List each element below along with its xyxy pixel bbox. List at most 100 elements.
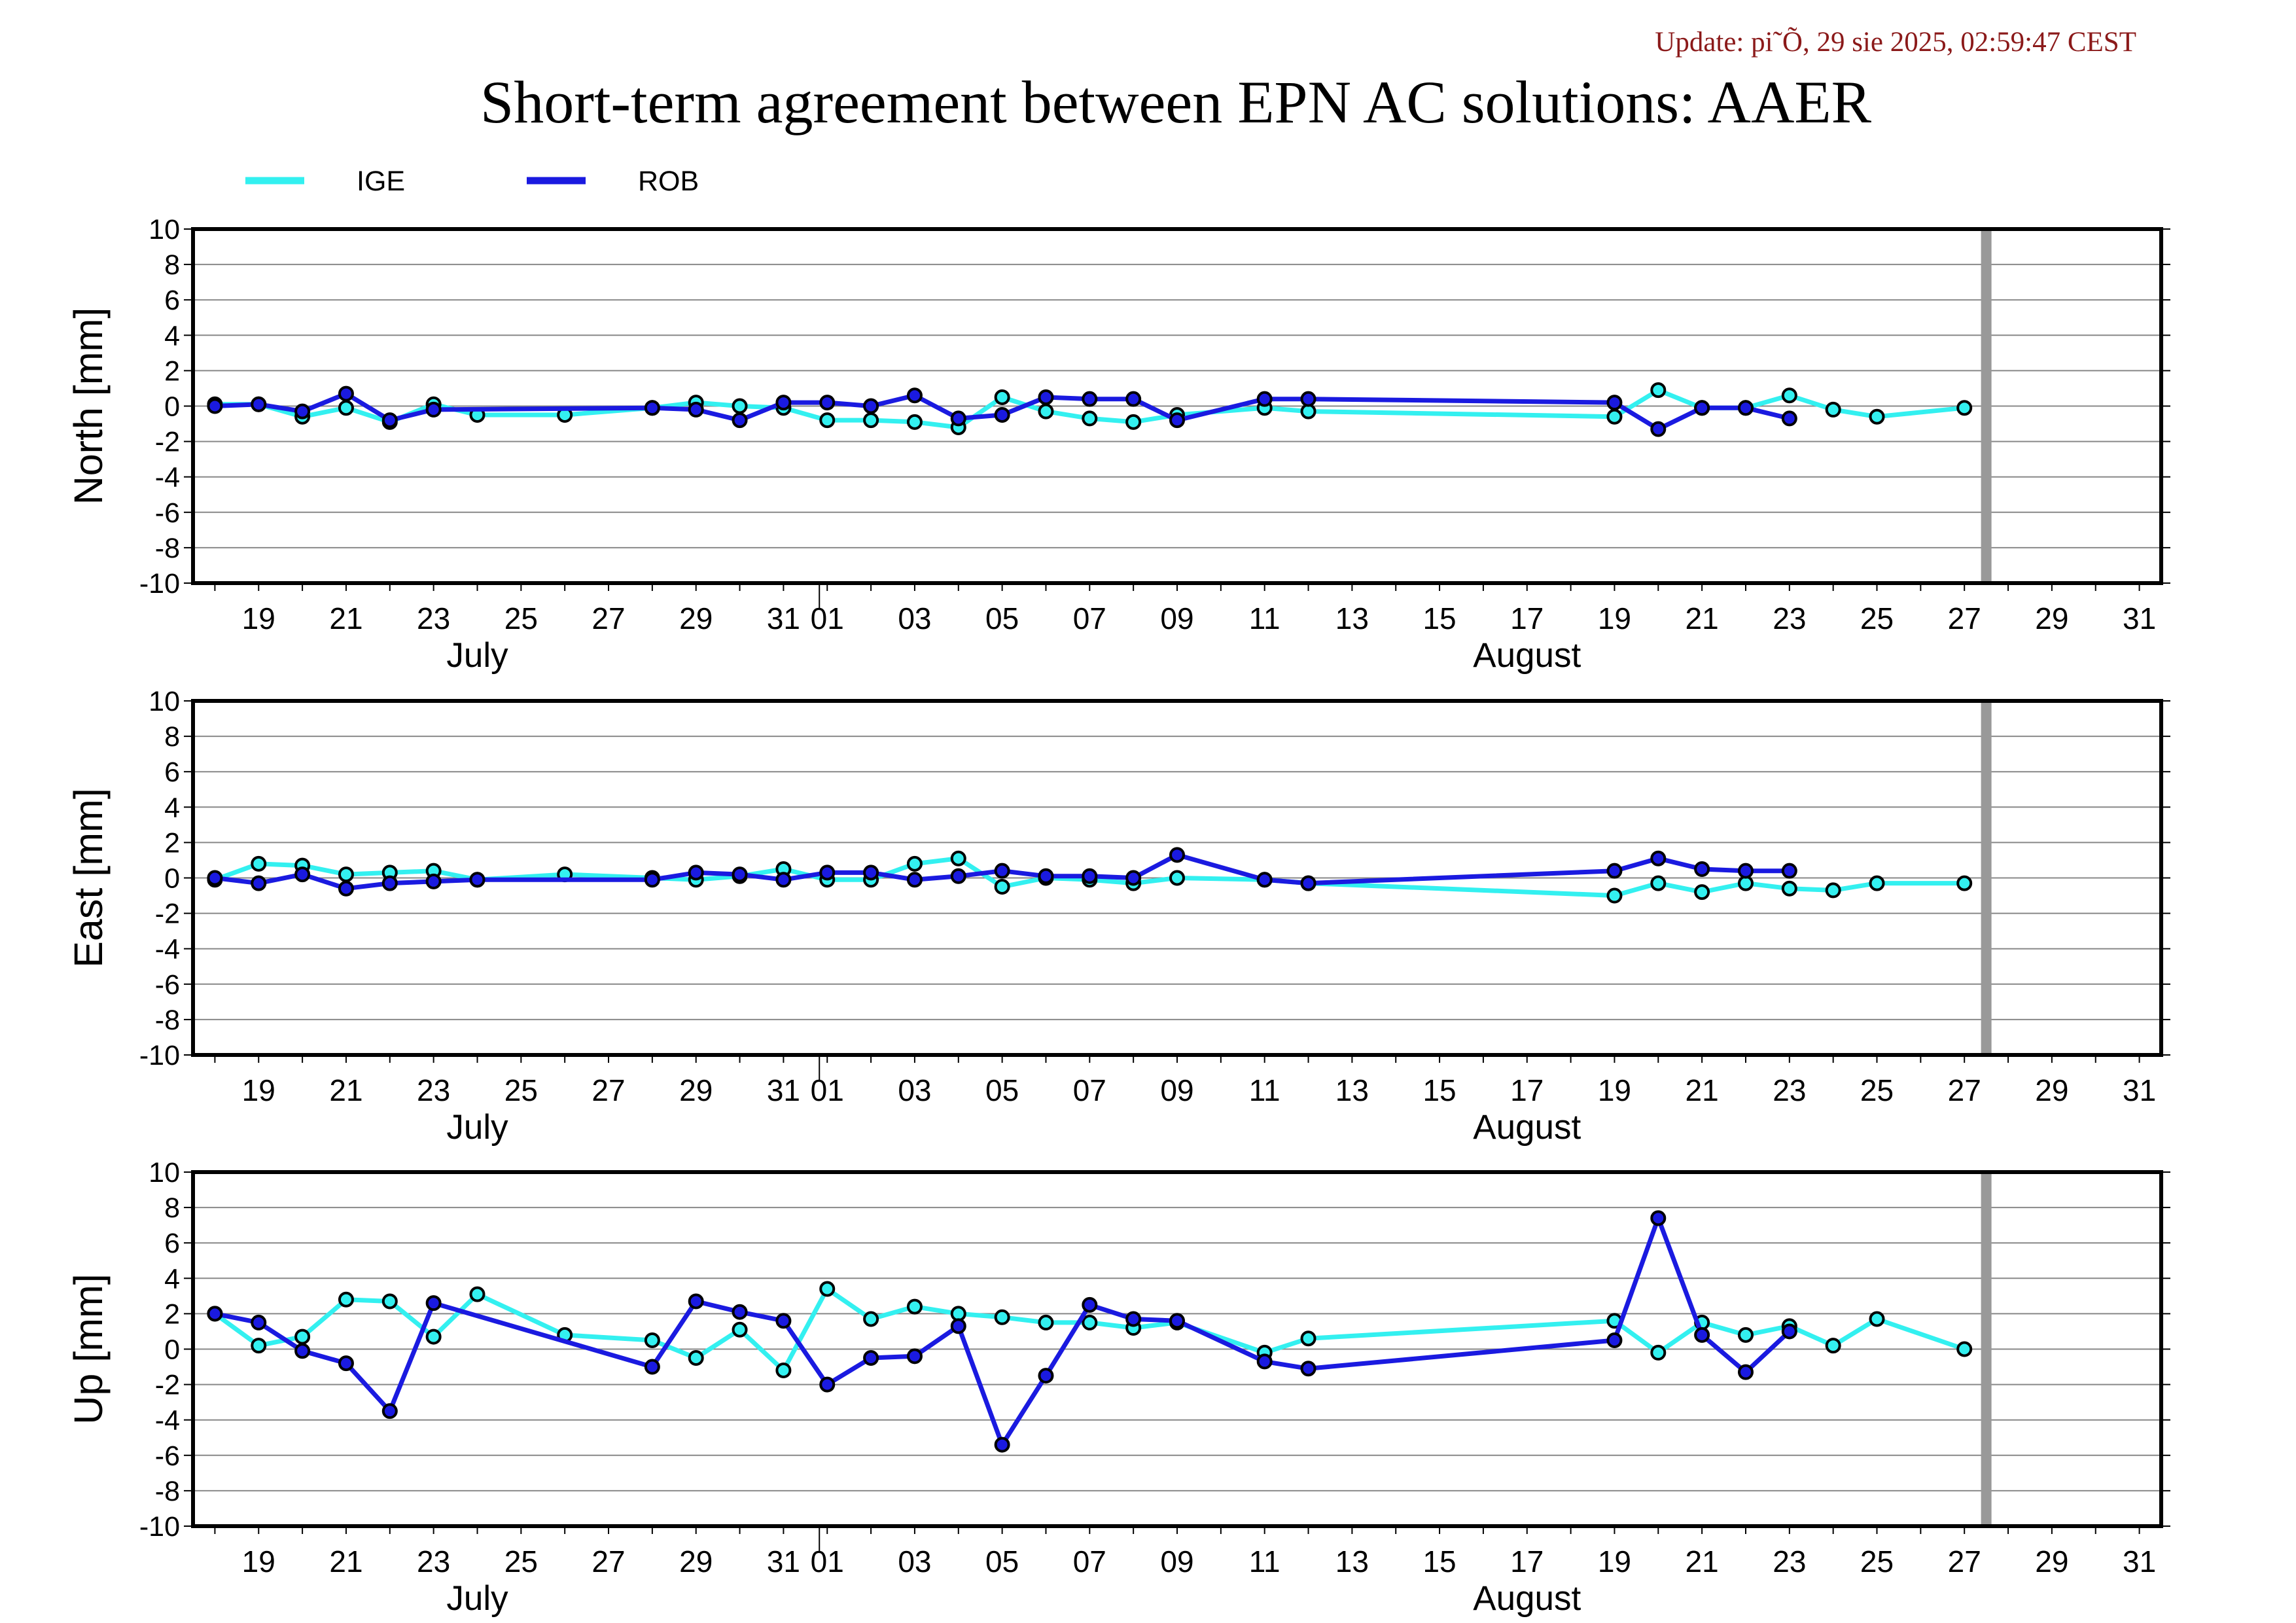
x-tick-label: 15 [1422, 1544, 1456, 1578]
plot-frame [191, 699, 2163, 1057]
data-point-rob [819, 395, 836, 411]
y-tick-label: -10 [139, 1511, 180, 1543]
y-tick-label: 2 [164, 1298, 180, 1330]
x-tick-label: 31 [2123, 1544, 2156, 1578]
legend-label-ige: IGE [357, 166, 405, 197]
month-label-july: July [446, 636, 508, 675]
x-tick-label: 27 [1948, 601, 1981, 635]
data-point-ige [1650, 1344, 1667, 1361]
data-point-ige [1082, 1314, 1098, 1330]
x-tick-label: 19 [242, 601, 275, 635]
data-point-rob [1300, 1361, 1316, 1377]
data-point-rob [425, 1295, 442, 1311]
x-tick-label: 15 [1422, 601, 1456, 635]
data-point-ige [1869, 875, 1885, 891]
x-tick-label: 25 [504, 1544, 538, 1578]
x-tick-label: 29 [2035, 601, 2068, 635]
data-point-ige [1650, 875, 1667, 891]
data-point-ige [1606, 408, 1623, 425]
data-point-ige [1869, 1311, 1885, 1327]
data-point-rob [338, 1355, 354, 1372]
x-tick-label: 25 [1860, 601, 1894, 635]
x-tick-label: 27 [1948, 1073, 1981, 1107]
data-point-rob [1694, 861, 1710, 877]
data-point-rob [1781, 410, 1797, 427]
x-tick-label: 25 [1860, 1073, 1894, 1107]
series-line-rob [214, 1215, 1792, 1448]
month-label-august: August [1473, 1579, 1581, 1618]
data-point-ige [1737, 1327, 1754, 1343]
data-point-ige [906, 1298, 923, 1315]
data-point-rob [1606, 395, 1623, 411]
x-tick-label: 27 [1948, 1544, 1981, 1578]
month-label-august: August [1473, 1108, 1581, 1147]
y-tick-label: -8 [155, 533, 180, 564]
x-tick-label: 29 [2035, 1544, 2068, 1578]
x-tick-label: 23 [1773, 1073, 1806, 1107]
data-point-rob [819, 1376, 836, 1393]
data-point-ige [1781, 387, 1797, 404]
data-point-rob [1082, 391, 1098, 407]
x-tick-label: 21 [329, 1544, 362, 1578]
data-point-rob [644, 1359, 660, 1375]
x-tick-label: 23 [417, 1544, 450, 1578]
data-point-rob [207, 398, 223, 414]
x-tick-label: 31 [767, 1073, 800, 1107]
y-tick-label: -2 [155, 1370, 180, 1401]
x-tick-label: 21 [329, 1073, 362, 1107]
data-point-ige [338, 866, 354, 883]
data-point-rob [251, 396, 267, 412]
data-point-rob [1038, 1368, 1054, 1384]
data-point-rob [338, 880, 354, 897]
x-tick-label: 29 [2035, 1073, 2068, 1107]
data-point-rob [207, 1306, 223, 1322]
data-point-ige [1825, 1338, 1841, 1354]
y-tick-label: -10 [139, 1040, 180, 1071]
data-point-rob [906, 1348, 923, 1364]
data-point-rob [469, 872, 486, 888]
x-tick-label: 31 [2123, 1073, 2156, 1107]
x-tick-label: 17 [1510, 1073, 1544, 1107]
y-tick-label: 6 [164, 285, 180, 316]
x-tick-label: 13 [1335, 601, 1369, 635]
chart-title: Short-term agreement between EPN AC solu… [480, 69, 1872, 135]
y-tick-label: -2 [155, 899, 180, 930]
x-tick-label: 23 [1773, 1544, 1806, 1578]
month-label-august: August [1473, 636, 1581, 675]
x-tick-label: 31 [767, 601, 800, 635]
plot-frame [191, 1170, 2163, 1528]
y-tick-label: -4 [155, 934, 180, 965]
data-point-rob [381, 412, 398, 429]
x-tick-label: 19 [1598, 1544, 1631, 1578]
data-point-rob [1038, 389, 1054, 405]
x-tick-label: 11 [1249, 1544, 1280, 1578]
x-tick-label: 05 [985, 1073, 1019, 1107]
data-point-rob [381, 1403, 398, 1419]
month-label-july: July [446, 1579, 508, 1618]
data-point-ige [338, 1291, 354, 1308]
x-tick-label: 23 [417, 601, 450, 635]
data-point-ige [775, 1362, 792, 1378]
data-point-ige [1125, 414, 1142, 430]
x-tick-label: 09 [1160, 1544, 1193, 1578]
x-tick-label: 09 [1160, 601, 1193, 635]
y-tick-label: -10 [139, 568, 180, 599]
data-point-rob [863, 865, 879, 881]
data-point-ige [906, 855, 923, 872]
x-tick-label: 19 [242, 1544, 275, 1578]
data-point-rob [1256, 1353, 1273, 1370]
data-point-rob [1169, 847, 1185, 863]
x-tick-label: 23 [1773, 601, 1806, 635]
y-tick-label: -2 [155, 427, 180, 458]
y-tick-label: 0 [164, 863, 180, 895]
data-point-rob [819, 865, 836, 881]
data-point-ige [906, 414, 923, 430]
x-tick-label: 01 [811, 1073, 844, 1107]
x-tick-label: 09 [1160, 1073, 1193, 1107]
update-timestamp: Update: pi˜Õ, 29 sie 2025, 02:59:47 CEST [1655, 27, 2136, 58]
y-tick-label: 6 [164, 1228, 180, 1259]
data-point-rob [1169, 1313, 1185, 1329]
x-tick-label: 07 [1073, 601, 1106, 635]
data-point-rob [994, 1436, 1010, 1453]
x-tick-label: 03 [898, 1544, 931, 1578]
